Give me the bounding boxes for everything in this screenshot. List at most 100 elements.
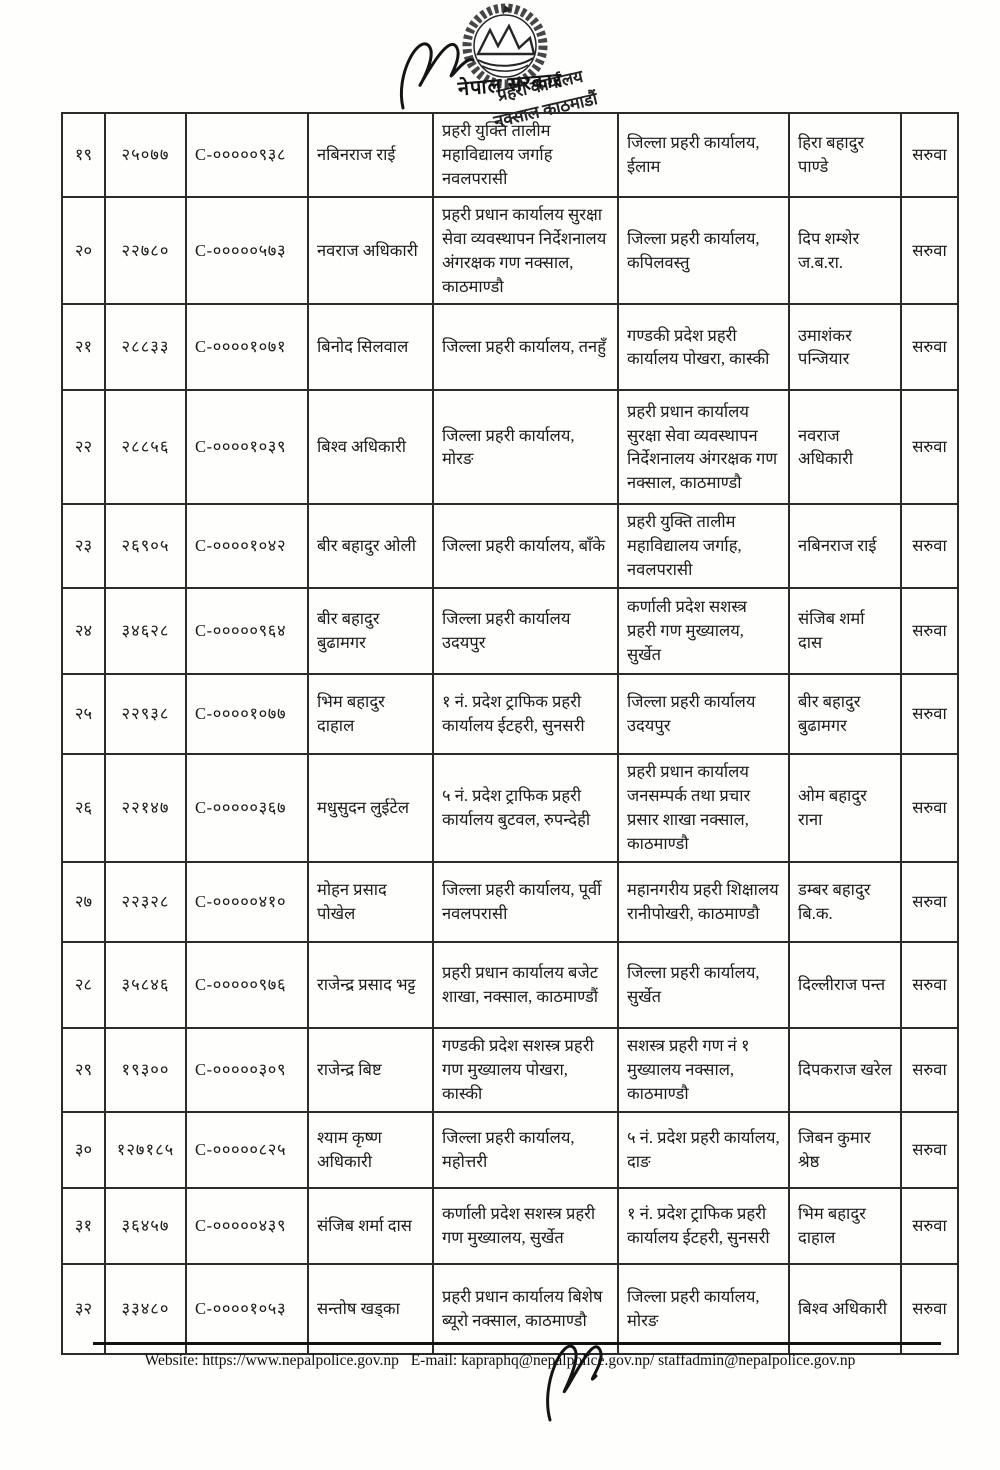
- cell-citizen-code: C-०००००८२५: [185, 1110, 309, 1189]
- cell-employee-number: २५०७७: [104, 112, 187, 198]
- cell-to-office: जिल्ला प्रहरी कार्यालय उदयपुर: [617, 673, 790, 756]
- cell-to-office: गण्डकी प्रदेश प्रहरी कार्यालय पोखरा, कास…: [617, 303, 790, 392]
- cell-replacement-name: उमाशंकर पन्जियार: [788, 303, 902, 392]
- cell-citizen-code: C-००००१०५३: [185, 1262, 309, 1355]
- cell-serial-number: २१: [61, 303, 106, 392]
- cell-citizen-code: C-००००१०४२: [185, 503, 309, 590]
- cell-to-office: ५ नं. प्रदेश प्रहरी कार्यालय, दाङ: [617, 1110, 790, 1189]
- cell-citizen-code: C-०००००३६७: [185, 753, 309, 863]
- table-row: २८ ३५८४६ C-०००००९७६ राजेन्द्र प्रसाद भट्ट प्…: [61, 940, 959, 1029]
- cell-from-office: प्रहरी प्रधान कार्यालय सुरक्षा सेवा व्यव…: [432, 195, 619, 306]
- cell-employee-number: ३४६२८: [104, 587, 187, 676]
- cell-replacement-name: संजिब शर्मा दास: [788, 587, 902, 676]
- cell-action: सरुवा: [900, 753, 959, 863]
- cell-action: सरुवा: [900, 112, 959, 198]
- cell-employee-number: २८८५६: [104, 389, 187, 506]
- cell-to-office: प्रहरी युक्ति तालीम महाविद्यालय जर्गाह, …: [617, 503, 790, 590]
- cell-from-office: ५ नं. प्रदेश ट्राफिक प्रहरी कार्यालय बुट…: [432, 753, 619, 863]
- transfer-table-body: १९ २५०७७ C-०००००९३८ नबिनराज राई प्रहरी युक्त…: [61, 112, 959, 1355]
- cell-from-office: जिल्ला प्रहरी कार्यालय, महोत्तरी: [432, 1110, 619, 1189]
- cell-action: सरुवा: [900, 195, 959, 306]
- cell-officer-name: भिम बहादुर दाहाल: [307, 673, 434, 756]
- table-row: २३ २६९०५ C-००००१०४२ बीर बहादुर ओली जिल्ला प्…: [61, 503, 959, 590]
- cell-serial-number: २६: [61, 753, 106, 863]
- cell-employee-number: २२३२८: [104, 860, 187, 943]
- cell-action: सरुवा: [900, 1262, 959, 1355]
- cell-serial-number: १९: [61, 112, 106, 198]
- cell-to-office: प्रहरी प्रधान कार्यालय जनसम्पर्क तथा प्र…: [617, 753, 790, 863]
- cell-citizen-code: C-०००००९३८: [185, 112, 309, 198]
- cell-replacement-name: नवराज अधिकारी: [788, 389, 902, 506]
- cell-from-office: जिल्ला प्रहरी कार्यालय, मोरङ: [432, 389, 619, 506]
- cell-action: सरुवा: [900, 860, 959, 943]
- cell-serial-number: २७: [61, 860, 106, 943]
- cell-employee-number: २२७८०: [104, 195, 187, 306]
- cell-serial-number: २९: [61, 1026, 106, 1113]
- cell-to-office: प्रहरी प्रधान कार्यालय सुरक्षा सेवा व्यव…: [617, 389, 790, 506]
- cell-from-office: कर्णाली प्रदेश सशस्त्र प्रहरी गण मुख्याल…: [432, 1186, 619, 1265]
- cell-employee-number: २२९३८: [104, 673, 187, 756]
- cell-from-office: प्रहरी प्रधान कार्यालय बजेट शाखा, नक्साल…: [432, 940, 619, 1029]
- cell-action: सरुवा: [900, 1026, 959, 1113]
- cell-replacement-name: जिबन कुमार श्रेष्ठ: [788, 1110, 902, 1189]
- cell-replacement-name: भिम बहादुर दाहाल: [788, 1186, 902, 1265]
- footer-website: Website: https://www.nepalpolice.gov.np: [144, 1352, 399, 1369]
- cell-employee-number: ३६४५७: [104, 1186, 187, 1265]
- nepal-government-emblem: [462, 3, 548, 89]
- cell-to-office: जिल्ला प्रहरी कार्यालय, सुर्खेत: [617, 940, 790, 1029]
- cell-citizen-code: C-०००००९७६: [185, 940, 309, 1029]
- cell-serial-number: ३१: [61, 1186, 106, 1265]
- cell-replacement-name: बीर बहादुर बुढामगर: [788, 673, 902, 756]
- cell-to-office: जिल्ला प्रहरी कार्यालय, ईलाम: [617, 112, 790, 198]
- cell-citizen-code: C-०००००४३९: [185, 1186, 309, 1265]
- cell-action: सरुवा: [900, 1186, 959, 1265]
- cell-action: सरुवा: [900, 1110, 959, 1189]
- cell-from-office: गण्डकी प्रदेश सशस्त्र प्रहरी गण मुख्यालय…: [432, 1026, 619, 1113]
- cell-replacement-name: दिप शम्शेर ज.ब.रा.: [788, 195, 902, 306]
- cell-serial-number: २४: [61, 587, 106, 676]
- cell-serial-number: २८: [61, 940, 106, 1029]
- footer-divider: [93, 1342, 941, 1345]
- cell-citizen-code: C-००००१०७१: [185, 303, 309, 392]
- cell-serial-number: २०: [61, 195, 106, 306]
- table-row: २० २२७८० C-०००००५७३ नवराज अधिकारी प्रहरी प्र…: [61, 195, 959, 306]
- cell-action: सरुवा: [900, 940, 959, 1029]
- cell-citizen-code: C-००००१०३९: [185, 389, 309, 506]
- cell-to-office: कर्णाली प्रदेश सशस्त्र प्रहरी गण मुख्याल…: [617, 587, 790, 676]
- cell-employee-number: ३३४८०: [104, 1262, 187, 1355]
- cell-officer-name: नबिनराज राई: [307, 112, 434, 198]
- cell-from-office: जिल्ला प्रहरी कार्यालय, बाँके: [432, 503, 619, 590]
- table-row: ३० १२७१८५ C-०००००८२५ श्याम कृष्ण अधिकारी जिल…: [61, 1110, 959, 1189]
- cell-replacement-name: डम्बर बहादुर बि.क.: [788, 860, 902, 943]
- cell-citizen-code: C-०००००४१०: [185, 860, 309, 943]
- table-row: २५ २२९३८ C-००००१०७७ भिम बहादुर दाहाल १ नं. प…: [61, 673, 959, 756]
- cell-officer-name: राजेन्द्र बिष्ट: [307, 1026, 434, 1113]
- cell-employee-number: १२७१८५: [104, 1110, 187, 1189]
- footer-signature-icon: [546, 1344, 603, 1422]
- cell-replacement-name: दिपकराज खरेल: [788, 1026, 902, 1113]
- table-row: १९ २५०७७ C-०००००९३८ नबिनराज राई प्रहरी युक्त…: [61, 112, 959, 198]
- cell-action: सरुवा: [900, 303, 959, 392]
- cell-citizen-code: C-०००००९६४: [185, 587, 309, 676]
- cell-citizen-code: C-००००१०७७: [185, 673, 309, 756]
- cell-serial-number: ३२: [61, 1262, 106, 1355]
- cell-officer-name: बिनोद सिलवाल: [307, 303, 434, 392]
- cell-from-office: १ नं. प्रदेश ट्राफिक प्रहरी कार्यालय ईटह…: [432, 673, 619, 756]
- cell-serial-number: २५: [61, 673, 106, 756]
- cell-replacement-name: हिरा बहादुर पाण्डे: [788, 112, 902, 198]
- cell-to-office: सशस्त्र प्रहरी गण नं १ मुख्यालय नक्साल, …: [617, 1026, 790, 1113]
- table-row: २४ ३४६२८ C-०००००९६४ बीर बहादुर बुढामगर जिल्ल…: [61, 587, 959, 676]
- cell-action: सरुवा: [900, 503, 959, 590]
- cell-serial-number: ३०: [61, 1110, 106, 1189]
- cell-employee-number: १९३००: [104, 1026, 187, 1113]
- cell-officer-name: मधुसुदन लुईटेल: [307, 753, 434, 863]
- table-row: २६ २२१४७ C-०००००३६७ मधुसुदन लुईटेल ५ नं. प्र…: [61, 753, 959, 863]
- cell-officer-name: बीर बहादुर बुढामगर: [307, 587, 434, 676]
- signature-icon: [400, 42, 475, 110]
- cell-serial-number: २२: [61, 389, 106, 506]
- cell-officer-name: राजेन्द्र प्रसाद भट्ट: [307, 940, 434, 1029]
- cell-officer-name: संजिब शर्मा दास: [307, 1186, 434, 1265]
- table-row: २९ १९३०० C-०००००३०९ राजेन्द्र बिष्ट गण्डकी प…: [61, 1026, 959, 1113]
- cell-action: सरुवा: [900, 673, 959, 756]
